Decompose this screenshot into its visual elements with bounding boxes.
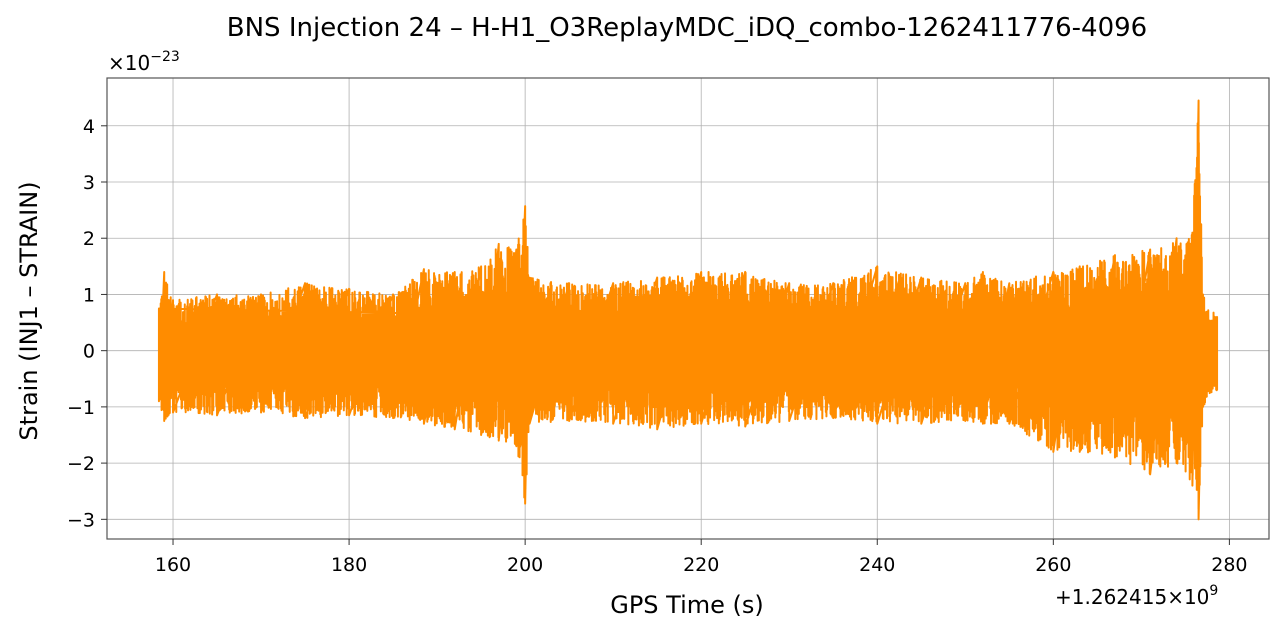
y-tick-label: −2 xyxy=(67,453,95,475)
x-axis-label: GPS Time (s) xyxy=(610,591,764,619)
y-tick-label: −1 xyxy=(67,397,95,419)
y-scale-multiplier: ×10−23 xyxy=(108,49,180,75)
x-tick-label: 160 xyxy=(155,554,191,576)
strain-series-line xyxy=(157,99,1219,521)
x-tick-label: 260 xyxy=(1035,554,1071,576)
x-axis: 160 180 200 220 240 260 280 xyxy=(155,539,1248,576)
y-tick-label: 1 xyxy=(83,284,95,306)
y-tick-label: −3 xyxy=(67,509,95,531)
plot-frame xyxy=(106,77,1270,540)
y-tick-label: 4 xyxy=(83,116,95,138)
y-axis-label: Strain (INJ1 – STRAIN) xyxy=(15,181,43,440)
x-tick-label: 220 xyxy=(683,554,719,576)
y-tick-label: 3 xyxy=(83,172,95,194)
x-tick-label: 200 xyxy=(507,554,543,576)
y-tick-label: 2 xyxy=(83,228,95,250)
chart-title: BNS Injection 24 – H-H1_O3ReplayMDC_iDQ_… xyxy=(227,13,1147,43)
x-tick-label: 280 xyxy=(1211,554,1247,576)
x-offset-label: +1.262415×109 xyxy=(1055,583,1218,609)
x-tick-label: 240 xyxy=(859,554,895,576)
x-tick-label: 180 xyxy=(331,554,367,576)
y-tick-label: 0 xyxy=(83,341,95,363)
y-axis: −3 −2 −1 0 1 2 3 4 xyxy=(67,116,107,531)
